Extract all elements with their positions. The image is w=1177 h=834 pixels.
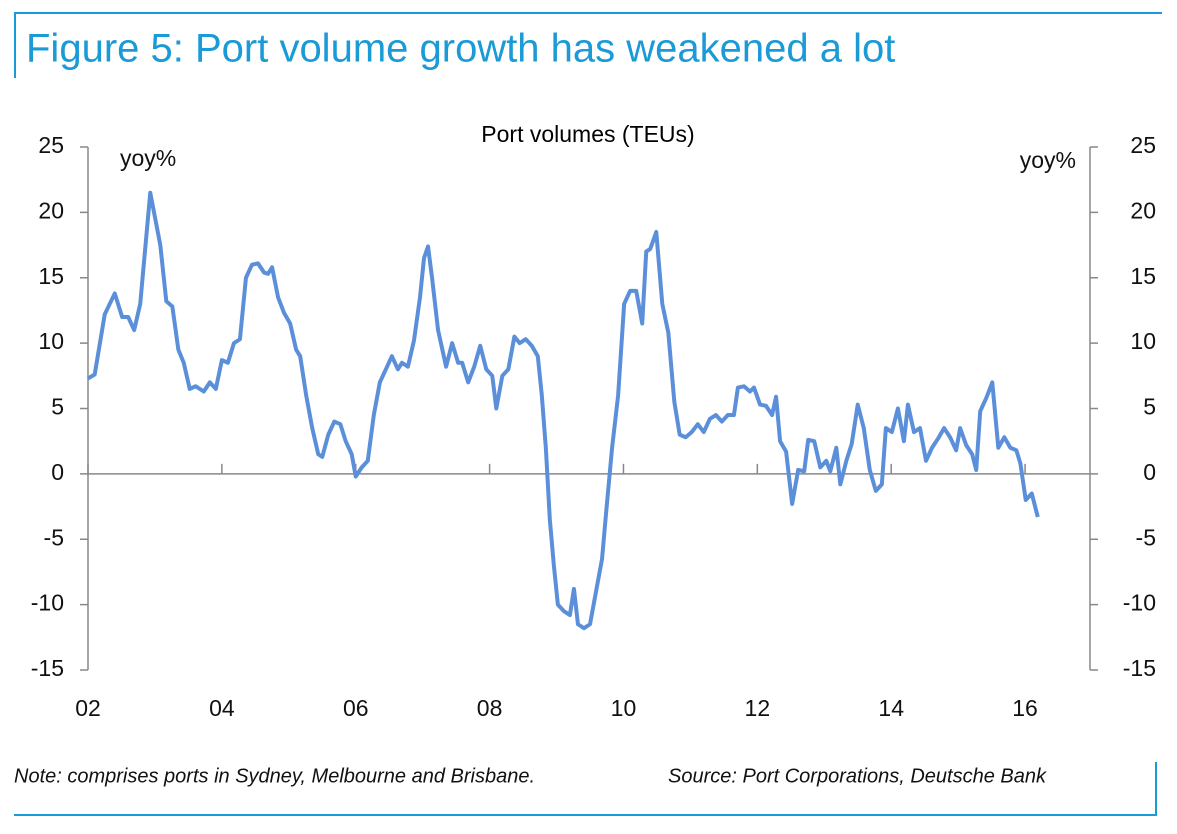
y-tick-label: 25 bbox=[38, 132, 64, 158]
x-tick-label: 08 bbox=[477, 695, 503, 721]
y2-tick-label: 0 bbox=[1143, 459, 1156, 485]
note: Note: comprises ports in Sydney, Melbour… bbox=[14, 765, 535, 787]
y-tick-label: -15 bbox=[31, 655, 64, 681]
y-tick-label: -10 bbox=[31, 590, 64, 616]
chart-title: Port volumes (TEUs) bbox=[481, 121, 694, 147]
y2-tick-label: -15 bbox=[1123, 655, 1156, 681]
y2-tick-label: 20 bbox=[1130, 197, 1156, 223]
y-tick-label: 15 bbox=[38, 263, 64, 289]
y2-tick-label: -10 bbox=[1123, 590, 1156, 616]
x-tick-label: 02 bbox=[75, 695, 101, 721]
y-tick-label: 20 bbox=[38, 197, 64, 223]
figure-title: Figure 5: Port volume growth has weakene… bbox=[26, 27, 895, 71]
x-tick-label: 12 bbox=[745, 695, 771, 721]
source: Source: Port Corporations, Deutsche Bank bbox=[668, 765, 1047, 787]
y2-tick-label: -5 bbox=[1136, 524, 1156, 550]
y-tick-label: 10 bbox=[38, 328, 64, 354]
y2-axis-label: yoy% bbox=[1020, 147, 1076, 173]
x-tick-label: 06 bbox=[343, 695, 369, 721]
y-axis-label: yoy% bbox=[120, 145, 176, 171]
series-line bbox=[86, 190, 1040, 631]
x-tick-label: 10 bbox=[611, 695, 637, 721]
y-tick-label: 5 bbox=[51, 394, 64, 420]
x-tick-label: 16 bbox=[1012, 695, 1038, 721]
y-tick-label: 0 bbox=[51, 459, 64, 485]
y2-tick-label: 5 bbox=[1143, 394, 1156, 420]
y2-tick-label: 25 bbox=[1130, 132, 1156, 158]
x-tick-label: 14 bbox=[878, 695, 904, 721]
y-tick-label: -5 bbox=[44, 524, 64, 550]
y2-tick-label: 15 bbox=[1130, 263, 1156, 289]
x-tick-label: 04 bbox=[209, 695, 235, 721]
y2-tick-label: 10 bbox=[1130, 328, 1156, 354]
